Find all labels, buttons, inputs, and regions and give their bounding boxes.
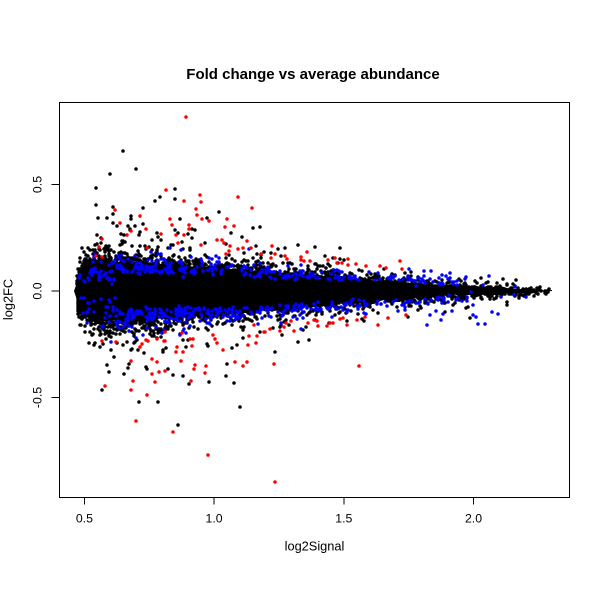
svg-text:log2Signal: log2Signal [285, 539, 345, 554]
svg-text:log2FC: log2FC [0, 279, 15, 320]
svg-text:0.5: 0.5 [31, 176, 45, 193]
svg-text:1.0: 1.0 [206, 512, 223, 526]
svg-text:2.0: 2.0 [465, 512, 482, 526]
svg-text:0.0: 0.0 [31, 282, 45, 299]
svg-text:0.5: 0.5 [76, 512, 93, 526]
svg-text:1.5: 1.5 [335, 512, 352, 526]
svg-text:-0.5: -0.5 [31, 387, 45, 408]
svg-text:Fold change vs average abundan: Fold change vs average abundance [186, 66, 439, 83]
